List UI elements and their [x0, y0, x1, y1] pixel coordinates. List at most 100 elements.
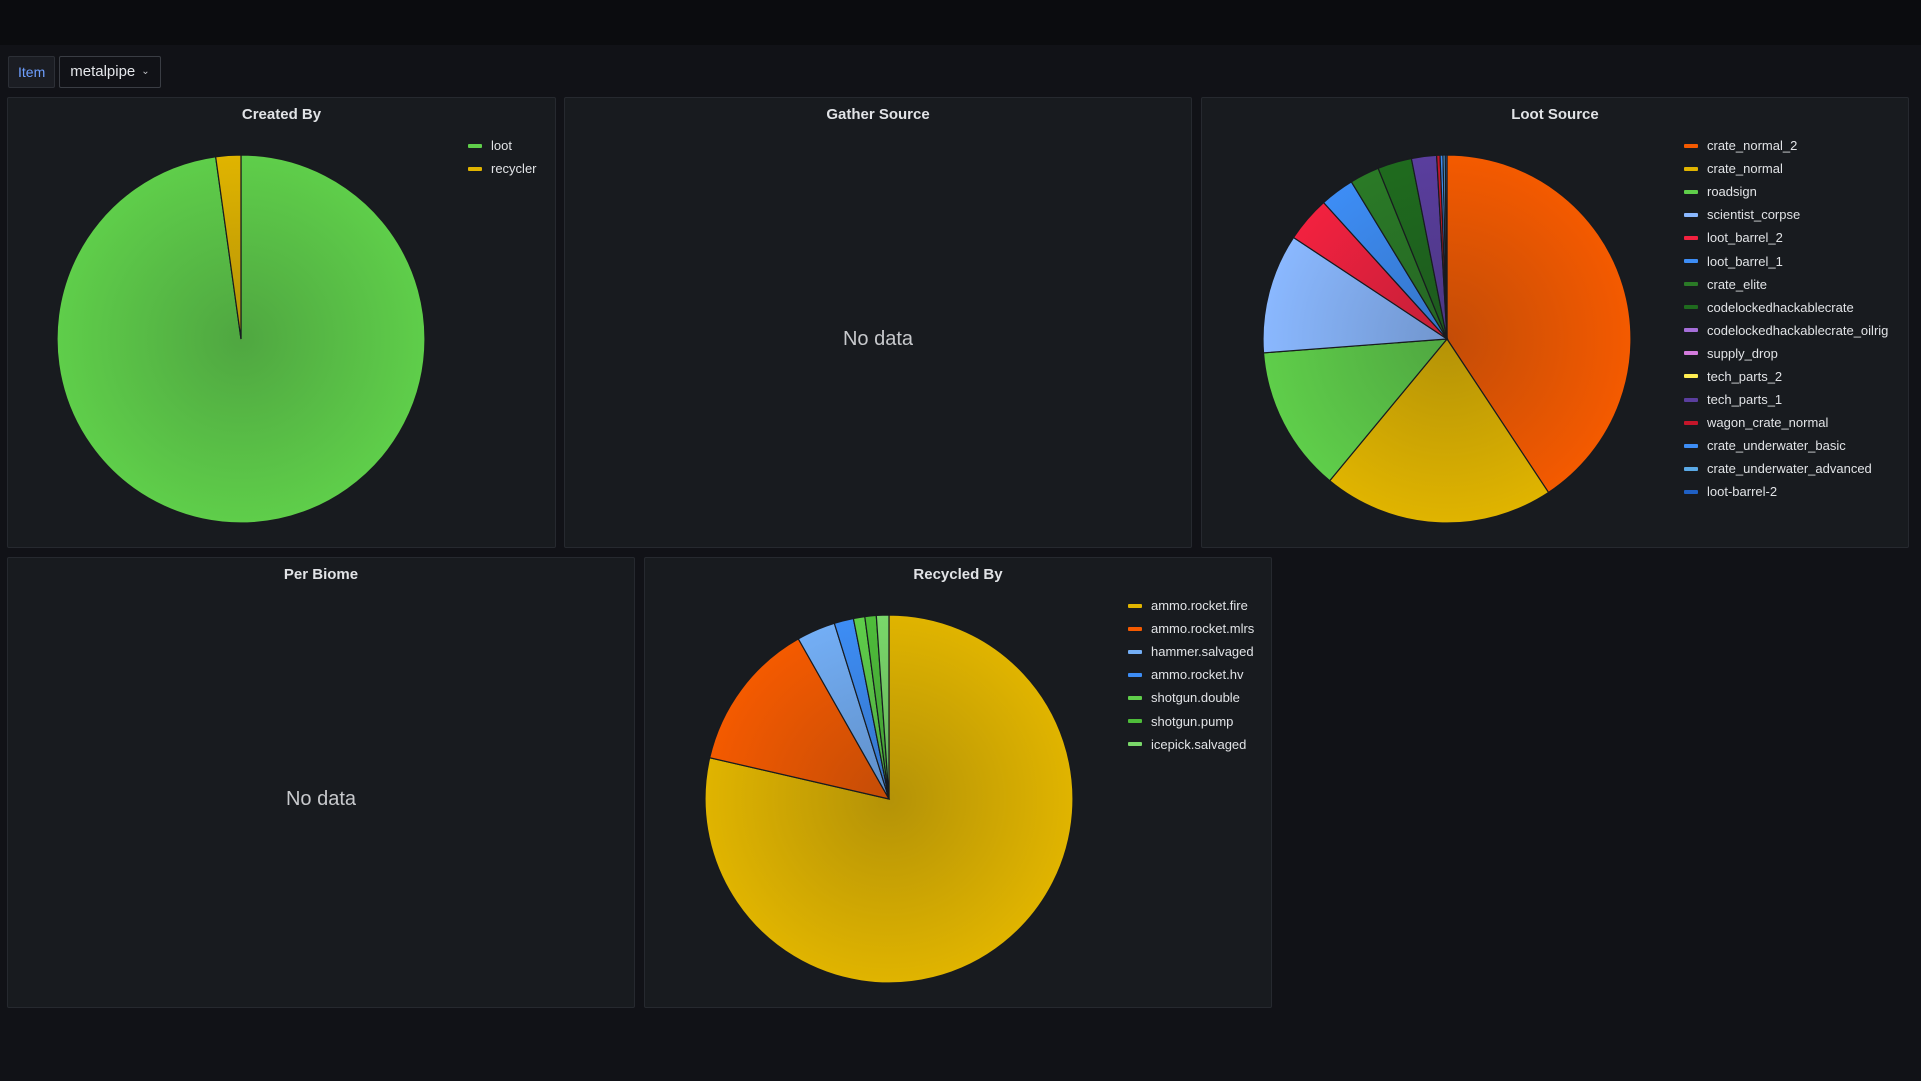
legend-item-codelockedhackablecrate[interactable]: codelockedhackablecrate: [1684, 296, 1888, 319]
legend-item-hammer-salvaged[interactable]: hammer.salvaged: [1128, 640, 1254, 663]
no-data-message: No data: [842, 328, 914, 350]
panel-created-by: Created By loot recycler: [7, 97, 556, 548]
legend-label: ammo.rocket.mlrs: [1151, 621, 1255, 637]
legend-item-crate-underwater-basic[interactable]: crate_underwater_basic: [1684, 434, 1888, 457]
legend-item-scientist-corpse[interactable]: scientist_corpse: [1684, 203, 1888, 226]
legend-swatch: [468, 143, 482, 148]
variable-label: Item: [8, 56, 56, 88]
legend-swatch: [1684, 397, 1698, 402]
legend-label: tech_parts_2: [1707, 368, 1783, 384]
legend-label: recycler: [491, 161, 537, 177]
pie-slice-ammo-rocket-mlrs[interactable]: [708, 638, 891, 800]
legend-swatch: [1684, 212, 1698, 217]
item-variable-dropdown[interactable]: metalpipe ⌄: [59, 56, 161, 88]
legend-label: crate_normal: [1707, 161, 1783, 177]
legend-swatch: [1128, 672, 1142, 677]
legend-swatch: [1128, 695, 1142, 700]
legend-item-tech-parts-1[interactable]: tech_parts_1: [1684, 388, 1888, 411]
legend-item-tech-parts-2[interactable]: tech_parts_2: [1684, 365, 1888, 388]
legend-swatch: [1684, 466, 1698, 471]
legend-swatch: [1128, 742, 1142, 747]
legend-swatch: [1684, 143, 1698, 148]
legend-label: scientist_corpse: [1707, 207, 1801, 223]
legend-item-crate-normal-2[interactable]: crate_normal_2: [1684, 134, 1888, 157]
legend-item-loot-barrel-2[interactable]: loot_barrel_2: [1684, 226, 1888, 249]
legend-label: crate_normal_2: [1707, 138, 1798, 154]
legend-item-codelockedhackablecrate-oilrig[interactable]: codelockedhackablecrate_oilrig: [1684, 319, 1888, 342]
recycled-by-pie-chart: [704, 614, 1074, 984]
legend-swatch: [1684, 443, 1698, 448]
legend-item-roadsign[interactable]: roadsign: [1684, 180, 1888, 203]
legend-item-supply-drop[interactable]: supply_drop: [1684, 342, 1888, 365]
legend-swatch: [1128, 603, 1142, 608]
panel-title: Loot Source: [1511, 106, 1599, 123]
legend-label: ammo.rocket.hv: [1151, 667, 1244, 683]
legend-swatch: [1684, 166, 1698, 171]
legend-item-loot-barrel-1[interactable]: loot_barrel_1: [1684, 249, 1888, 272]
panel-per-biome: Per Biome No data: [7, 557, 635, 1008]
legend-item-loot-barrel-2[interactable]: loot-barrel-2: [1684, 480, 1888, 503]
legend-swatch: [1128, 649, 1142, 654]
panel-title: Created By: [241, 106, 322, 123]
legend-item-ammo-rocket-fire[interactable]: ammo.rocket.fire: [1128, 594, 1254, 617]
legend-label: crate_underwater_advanced: [1707, 461, 1872, 477]
legend-label: roadsign: [1707, 184, 1757, 200]
legend-swatch: [1684, 189, 1698, 194]
legend-item-shotgun-double[interactable]: shotgun.double: [1128, 686, 1254, 709]
legend-label: ammo.rocket.fire: [1151, 598, 1248, 614]
legend-item-shotgun-pump[interactable]: shotgun.pump: [1128, 709, 1254, 732]
legend-swatch: [468, 166, 482, 171]
pie-slice-roadsign[interactable]: [1262, 338, 1449, 482]
recycled-by-legend: ammo.rocket.fire ammo.rocket.mlrs hammer.s…: [1128, 594, 1254, 756]
legend-item-ammo-rocket-hv[interactable]: ammo.rocket.hv: [1128, 663, 1254, 686]
legend-item-loot[interactable]: loot: [468, 134, 537, 157]
legend-swatch: [1684, 305, 1698, 310]
panel-gather-source: Gather Source No data: [564, 97, 1192, 548]
legend-label: supply_drop: [1707, 345, 1778, 361]
pie-slice-recycler[interactable]: [214, 154, 242, 340]
legend-label: loot_barrel_2: [1707, 230, 1783, 246]
legend-item-ammo-rocket-mlrs[interactable]: ammo.rocket.mlrs: [1128, 617, 1254, 640]
top-navbar: [0, 0, 1921, 45]
legend-label: crate_elite: [1707, 276, 1767, 292]
legend-item-icepick-salvaged[interactable]: icepick.salvaged: [1128, 733, 1254, 756]
legend-item-recycler[interactable]: recycler: [468, 157, 537, 180]
legend-swatch: [1684, 259, 1698, 264]
legend-swatch: [1684, 351, 1698, 356]
loot-source-legend: crate_normal_2 crate_normal roadsign scient…: [1684, 134, 1888, 504]
pie-slice-loot-barrel-2[interactable]: [1444, 154, 1448, 340]
item-variable-value: metalpipe: [70, 63, 136, 80]
legend-label: wagon_crate_normal: [1707, 415, 1829, 431]
variable-bar: Item metalpipe ⌄: [8, 56, 161, 88]
legend-label: loot_barrel_1: [1707, 253, 1783, 269]
legend-swatch: [1684, 328, 1698, 333]
legend-swatch: [1128, 719, 1142, 724]
legend-item-crate-underwater-advanced[interactable]: crate_underwater_advanced: [1684, 457, 1888, 480]
created-by-pie-chart: [56, 154, 426, 524]
pie-slice-scientist-corpse[interactable]: [1262, 236, 1449, 354]
legend-label: codelockedhackablecrate: [1707, 299, 1854, 315]
pie-slice-crate-normal[interactable]: [1328, 337, 1550, 524]
legend-label: crate_underwater_basic: [1707, 438, 1846, 454]
legend-item-crate-normal[interactable]: crate_normal: [1684, 157, 1888, 180]
panel-title: Per Biome: [283, 566, 359, 583]
legend-swatch: [1684, 420, 1698, 425]
panel-title: Recycled By: [913, 566, 1003, 583]
legend-label: loot: [491, 138, 512, 154]
loot-source-pie-chart: [1262, 154, 1632, 524]
legend-item-crate-elite[interactable]: crate_elite: [1684, 273, 1888, 296]
chevron-down-icon: ⌄: [141, 66, 150, 77]
legend-item-wagon-crate-normal[interactable]: wagon_crate_normal: [1684, 411, 1888, 434]
legend-label: codelockedhackablecrate_oilrig: [1707, 322, 1889, 338]
legend-swatch: [1684, 282, 1698, 287]
legend-swatch: [1684, 235, 1698, 240]
legend-label: icepick.salvaged: [1151, 736, 1247, 752]
no-data-message: No data: [285, 788, 357, 810]
legend-swatch: [1128, 626, 1142, 631]
legend-swatch: [1684, 374, 1698, 379]
legend-label: loot-barrel-2: [1707, 484, 1778, 500]
panel-recycled-by: Recycled By ammo.rocket.fire ammo.rocket.…: [644, 557, 1272, 1008]
pie-slice-icepick-salvaged[interactable]: [875, 614, 890, 800]
legend-swatch: [1684, 489, 1698, 494]
created-by-legend: loot recycler: [468, 134, 537, 180]
